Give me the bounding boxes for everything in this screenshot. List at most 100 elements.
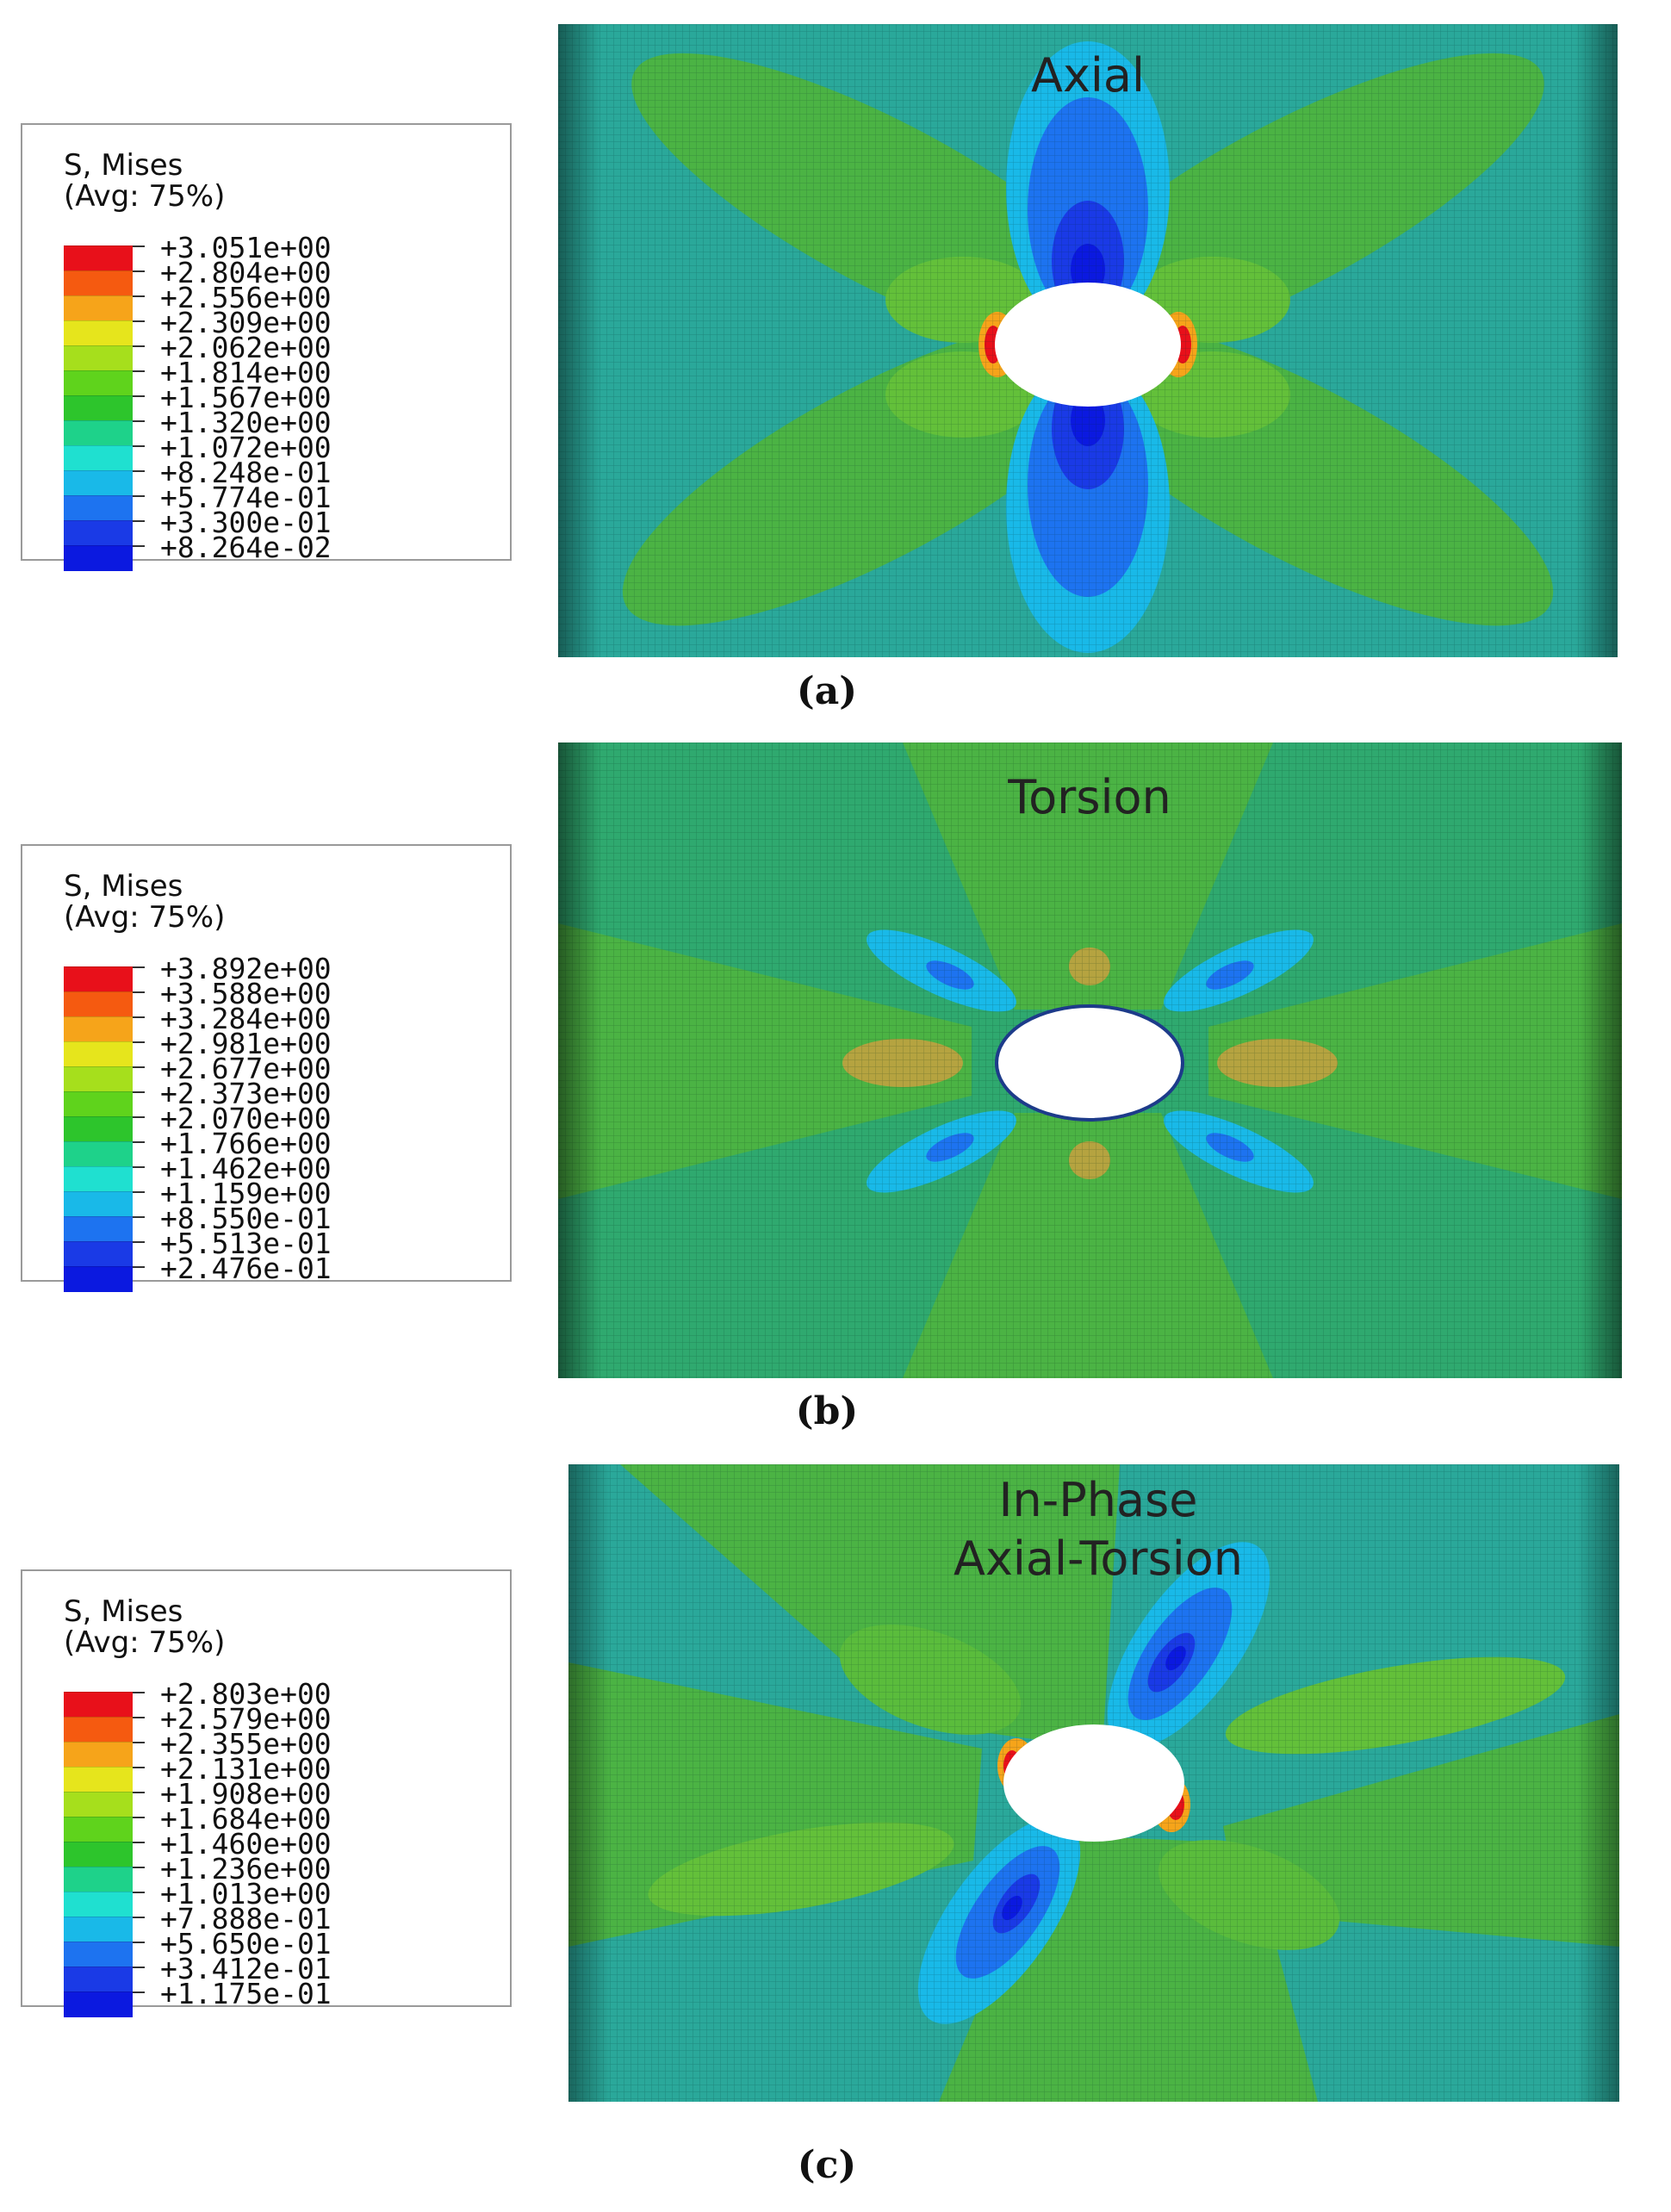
color-swatch [64,1842,133,1867]
load-case-label-line-1: In-Phase [999,1473,1198,1527]
scale-tick-label: +8.550e-01 [160,1202,332,1235]
color-swatch [64,1991,133,2017]
color-swatch [64,1892,133,1917]
scale-tick-label: +2.309e+00 [160,306,332,339]
scale-tick [133,1767,145,1768]
scale-tick-label: +2.373e+00 [160,1077,332,1110]
color-swatch [64,1942,133,1967]
scale-tick [133,395,145,397]
scale-tick-label: +2.355e+00 [160,1727,332,1761]
color-swatch [64,1116,133,1142]
scale-tick [133,495,145,497]
scale-tick [133,1717,145,1718]
color-swatch [64,495,133,521]
scale-tick [133,1066,145,1068]
color-swatch [64,1817,133,1842]
color-scale: +3.051e+00 +2.804e+00 +2.556e+00 +2.309e+00… [64,233,503,571]
scale-tick [133,1917,145,1918]
scale-tick [133,1817,145,1818]
scale-tick-label: +2.062e+00 [160,331,332,364]
scale-tick [133,520,145,522]
scale-tick-label: +1.766e+00 [160,1127,332,1160]
contour-svg-axial: Axial [558,24,1618,657]
color-swatch [64,345,133,371]
scale-tick [133,1041,145,1043]
scale-tick [133,1216,145,1218]
scale-tick [133,545,145,547]
scale-tick-label: +1.684e+00 [160,1802,332,1836]
load-case-label: Axial [1031,48,1145,103]
color-swatch [64,1241,133,1267]
scale-tick-label: +1.814e+00 [160,356,332,389]
scale-tick [133,1141,145,1143]
scale-tick-label: +2.579e+00 [160,1702,332,1736]
contour-plot-in-phase-axial-torsion: In-Phase Axial-Torsion [568,1464,1619,2102]
scale-tick [133,470,145,472]
color-swatch [64,270,133,296]
scale-tick [133,1967,145,1968]
scale-tick [133,370,145,372]
color-swatch [64,1792,133,1817]
scale-tick [133,1091,145,1093]
color-swatch [64,1091,133,1117]
color-swatch [64,1191,133,1217]
legend-variable: S, Mises [64,869,183,904]
color-scale: +2.803e+00 +2.579e+00 +2.355e+00 +2.131e+00… [64,1677,503,2017]
scale-tick-label: +2.556e+00 [160,281,332,314]
scale-tick [133,1792,145,1793]
color-swatch [64,370,133,396]
scale-tick-label: +2.981e+00 [160,1027,332,1060]
color-swatch [64,966,133,992]
scale-tick-label: +1.460e+00 [160,1827,332,1861]
scale-tick-label: +1.013e+00 [160,1877,332,1911]
scale-tick [133,1016,145,1018]
color-swatch [64,445,133,471]
color-scale: +3.892e+00 +3.588e+00 +3.284e+00 +2.981e+00… [64,954,503,1292]
scale-tick-label: +3.412e-01 [160,1952,332,1985]
scale-tick [133,1191,145,1193]
scale-tick-label: +2.803e+00 [160,1677,332,1711]
color-swatch [64,1066,133,1092]
color-swatch [64,545,133,571]
caption-b: (b) [795,1389,859,1433]
legend-a: S, Mises (Avg: 75%) +3.051e+00 +2.804e+00… [21,123,512,571]
scale-tick-label: +1.236e+00 [160,1852,332,1886]
scale-tick-label: +1.908e+00 [160,1777,332,1811]
scale-tick-label: +2.476e-01 [160,1252,332,1285]
color-swatch [64,1692,133,1718]
scale-tick [133,1166,145,1168]
scale-tick-label: +8.248e-01 [160,456,332,489]
color-swatch [64,1041,133,1067]
scale-tick-label: +2.070e+00 [160,1102,332,1135]
legend-averaging: (Avg: 75%) [64,179,226,214]
legend-b: S, Mises (Avg: 75%) +3.892e+00 +3.588e+00… [21,844,512,1292]
scale-tick-label: +3.300e-01 [160,506,332,539]
scale-tick-label: +5.774e-01 [160,481,332,514]
color-swatch [64,1141,133,1167]
load-case-label: Torsion [1007,770,1171,824]
scale-tick-label: +5.650e-01 [160,1927,332,1960]
color-swatch [64,1717,133,1743]
hole [1003,1724,1184,1842]
contour-plot-torsion: Torsion [558,743,1622,1378]
scale-tick [133,1892,145,1893]
scale-tick-label: +8.264e-02 [160,531,332,564]
contour-svg-in-phase: In-Phase Axial-Torsion [568,1464,1619,2102]
hole [995,1004,1184,1122]
legend-averaging: (Avg: 75%) [64,900,226,935]
scale-tick-label: +1.175e-01 [160,1977,332,2010]
color-swatch [64,1767,133,1793]
scale-tick [133,270,145,272]
scale-tick-label: +2.804e+00 [160,256,332,289]
contour-plot-axial: Axial [558,24,1618,657]
scale-tick-label: +7.888e-01 [160,1902,332,1936]
color-swatch [64,1917,133,1942]
color-swatch [64,1867,133,1892]
scale-tick-label: +3.588e+00 [160,977,332,1010]
scale-tick [133,1991,145,1993]
scale-tick [133,1266,145,1268]
scale-tick [133,295,145,297]
color-swatch [64,245,133,271]
scale-tick-label: +2.677e+00 [160,1052,332,1085]
color-swatch [64,1266,133,1292]
